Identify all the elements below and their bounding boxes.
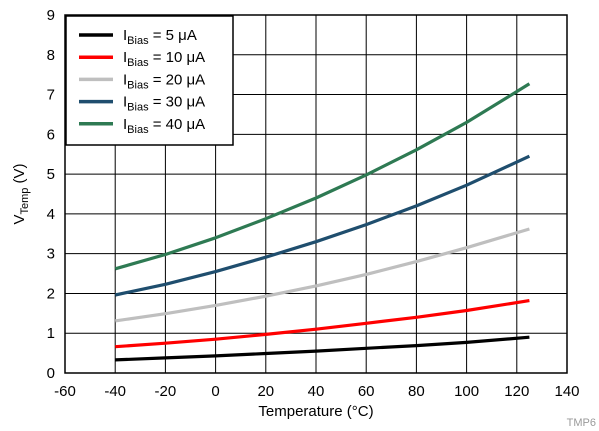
y-tick-label: 8 <box>47 47 55 64</box>
x-tick-labels: -60 -40 -20 0 20 40 60 80 100 120 140 <box>54 383 579 400</box>
legend-label: IBias = 10 μA <box>123 49 205 69</box>
plot-frame <box>64 14 568 374</box>
series-line-4 <box>114 154 531 297</box>
x-tick-label: -20 <box>155 383 177 400</box>
series-lines <box>114 82 531 362</box>
footnote-label: TMP6 <box>567 417 596 429</box>
x-tick-label: 60 <box>358 383 375 400</box>
y-tick-labels: 0 1 2 3 4 5 6 7 8 9 <box>47 7 55 382</box>
x-tick-label: 40 <box>308 383 325 400</box>
y-tick-label: 4 <box>47 206 55 223</box>
y-tick-label: 7 <box>47 87 55 104</box>
y-tick-label: 9 <box>47 7 55 24</box>
series-line-3 <box>114 227 530 323</box>
legend-label: IBias = 30 μA <box>123 94 205 114</box>
series-line-5 <box>114 82 531 271</box>
y-axis-title-unit: (V) <box>11 163 28 187</box>
x-tick-label: 140 <box>554 383 579 400</box>
legend-label: IBias = 40 μA <box>123 116 205 136</box>
y-axis-title-sub: Temp <box>19 188 31 215</box>
legend-label: IBias = 5 μA <box>123 27 197 47</box>
x-tick-label: -40 <box>104 383 126 400</box>
y-tick-label: 2 <box>47 285 55 302</box>
series-line-1 <box>115 335 530 362</box>
y-tick-label: 0 <box>47 365 55 382</box>
x-tick-label: 120 <box>504 383 529 400</box>
x-tick-label: 100 <box>454 383 479 400</box>
x-axis-title: Temperature (°C) <box>258 403 373 420</box>
x-tick-label: -60 <box>54 383 76 400</box>
series-line-2 <box>115 299 530 349</box>
x-tick-label: 0 <box>211 383 219 400</box>
legend-label: IBias = 20 μA <box>123 71 205 91</box>
x-tick-label: 80 <box>408 383 425 400</box>
y-axis-title: VTemp (V) <box>11 163 31 224</box>
y-tick-label: 6 <box>47 126 55 143</box>
y-tick-label: 5 <box>47 166 55 183</box>
y-tick-label: 1 <box>47 325 55 342</box>
y-axis-title-main: V <box>11 215 28 225</box>
y-tick-label: 3 <box>47 246 55 263</box>
x-tick-label: 20 <box>257 383 274 400</box>
